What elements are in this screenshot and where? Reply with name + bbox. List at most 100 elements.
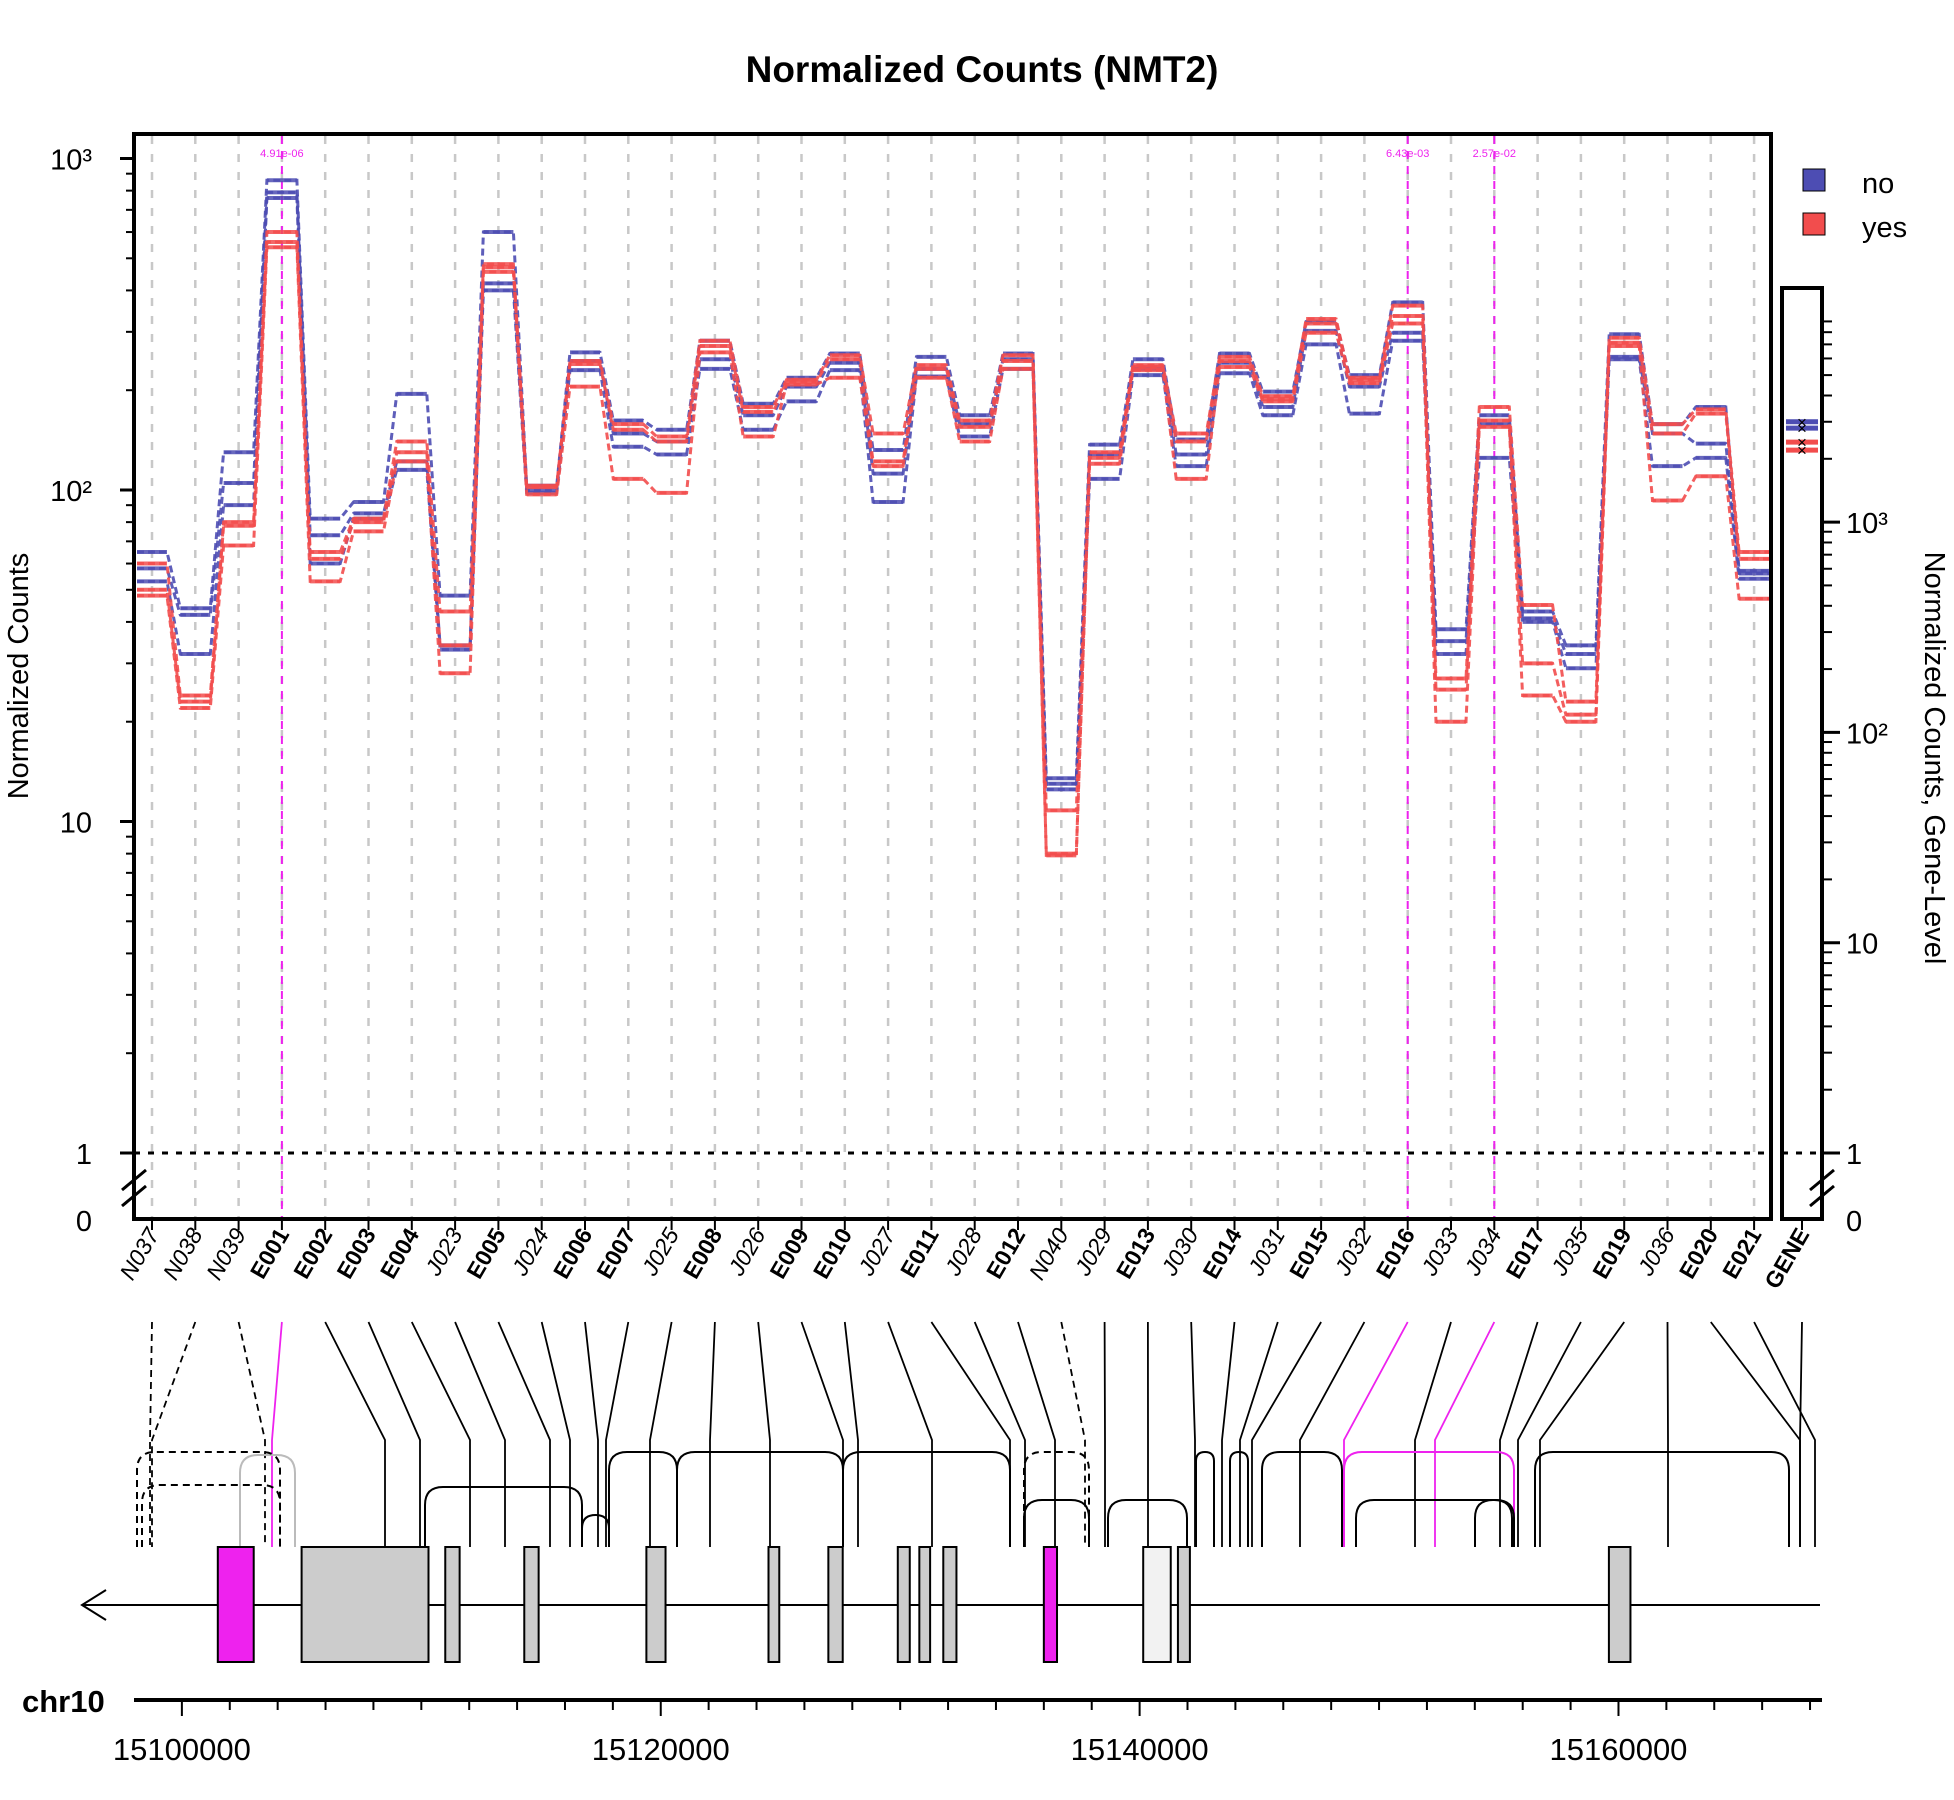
genome-coordinate-axis: chr10 15100000 15120000 15140000 15160000 (22, 1684, 1822, 1767)
exon-box (523, 1546, 540, 1663)
connector-e003 (367, 1321, 421, 1547)
x-tick-label: E007 (591, 1224, 640, 1284)
connector-e021 (1753, 1321, 1816, 1547)
exon-box (827, 1546, 844, 1663)
connector-e016 (1343, 1321, 1409, 1547)
x-tick-label: J033 (1415, 1223, 1463, 1280)
x-tick-label: E003 (331, 1224, 380, 1284)
connector-e020 (1710, 1321, 1801, 1547)
connector-e014 (1221, 1321, 1236, 1547)
x-axis-labels: N037N038N039E001E002E003E004J023E005J024… (114, 1219, 1814, 1293)
connector-j028 (973, 1321, 1026, 1547)
x-tick-label: J032 (1329, 1223, 1377, 1280)
junction-arcs (136, 1450, 1790, 1547)
y-axis-label: Normalized Counts (3, 553, 35, 800)
connector-j026 (757, 1321, 771, 1547)
x-tick-label: E006 (548, 1224, 597, 1284)
x-tick-label: J028 (939, 1223, 987, 1280)
x-tick-label: E021 (1717, 1223, 1766, 1283)
x-tick-label: J023 (419, 1223, 467, 1280)
exon-box (645, 1546, 667, 1663)
connector-e001 (271, 1321, 283, 1547)
connector-e015 (1251, 1321, 1322, 1547)
connector-n037 (149, 1321, 153, 1547)
junction-arc (1023, 1499, 1090, 1547)
connector-e009 (800, 1321, 844, 1547)
gene-tick-label: 1 (1846, 1139, 1862, 1171)
x-tick-label: J035 (1545, 1223, 1593, 1280)
connector-j025 (649, 1321, 673, 1547)
series-no (137, 178, 1770, 781)
plot-frame (132, 132, 1773, 1221)
novel-junction-arc (1023, 1451, 1090, 1547)
connector-j035 (1517, 1321, 1582, 1547)
gene-level-axis: 0 1 10 10² 10³ (1809, 320, 1888, 1238)
connector-lines (149, 1321, 1816, 1547)
junction-arc (1195, 1450, 1215, 1547)
x-tick-label: E005 (461, 1223, 510, 1283)
exon-boxes (216, 1546, 1632, 1663)
exon-box (1042, 1546, 1059, 1663)
chromosome-label: chr10 (22, 1684, 105, 1719)
exon-box (942, 1546, 958, 1663)
junction-arc (1343, 1451, 1515, 1547)
y-tick-label: 10² (50, 476, 92, 508)
exon-box (300, 1546, 430, 1663)
junction-arc (676, 1451, 844, 1547)
series-line-yes (137, 245, 1770, 857)
x-tick-label: J036 (1632, 1223, 1680, 1280)
exon-box (896, 1546, 911, 1663)
x-tick-label: N037 (114, 1222, 165, 1284)
y-tick-label: 1 (76, 1139, 92, 1171)
gene-level-x-mark: × (1797, 441, 1807, 460)
axis-break-mark (121, 1168, 147, 1192)
exon-box (767, 1546, 781, 1663)
novel-junction-arc (136, 1451, 281, 1547)
exon-box (1142, 1546, 1172, 1663)
connector-e006 (584, 1321, 599, 1547)
connector-n038 (151, 1321, 197, 1547)
gene-level-x-mark: × (1797, 433, 1807, 452)
legend-label-no: no (1862, 168, 1894, 200)
x-tick-label: J031 (1242, 1224, 1290, 1281)
series-yes (137, 239, 1770, 856)
exon-box (216, 1546, 255, 1663)
legend-label-yes: yes (1862, 212, 1907, 244)
x-tick-label: E002 (288, 1224, 337, 1284)
x-tick-label: J029 (1069, 1223, 1117, 1280)
x-tick-label: E001 (245, 1223, 294, 1283)
connector-j033 (1414, 1321, 1452, 1547)
connector-e012 (1017, 1321, 1056, 1547)
x-tick-label: N038 (158, 1223, 208, 1284)
junction-arc (1534, 1451, 1790, 1547)
junction-arc (1474, 1499, 1515, 1547)
genome-tick-label: 15100000 (113, 1732, 251, 1767)
x-tick-label: E008 (678, 1223, 727, 1283)
strand-arrow-icon (80, 1589, 107, 1621)
y-axis: 0 1 10 10² 10³ (50, 145, 147, 1238)
connector-j030 (1190, 1321, 1196, 1547)
exon-box (918, 1546, 932, 1663)
series-layer (137, 178, 1770, 858)
x-tick-label: E019 (1587, 1224, 1636, 1284)
axis-break-mark (121, 1184, 147, 1208)
y-tick-label: 10³ (50, 145, 92, 177)
genome-tick-label: 15160000 (1550, 1732, 1688, 1767)
series-line-no (137, 196, 1770, 791)
connector-e008 (709, 1321, 716, 1547)
connector-j023 (454, 1321, 506, 1547)
x-tick-label: N039 (201, 1223, 251, 1284)
x-tick-label: J034 (1459, 1224, 1507, 1281)
junction-arc (842, 1451, 1011, 1547)
connector-j031 (1239, 1321, 1279, 1547)
junction-arc (239, 1454, 296, 1547)
x-tick-label: E020 (1674, 1224, 1723, 1284)
x-tick-label: J025 (636, 1223, 684, 1280)
x-tick-label: E015 (1284, 1223, 1333, 1283)
connector-gene (1799, 1321, 1803, 1547)
x-tick-label: J024 (506, 1224, 554, 1281)
junction-arc (1355, 1499, 1513, 1547)
legend-swatch-no (1802, 168, 1826, 192)
exon-box (444, 1546, 461, 1663)
series-no (137, 196, 1770, 792)
